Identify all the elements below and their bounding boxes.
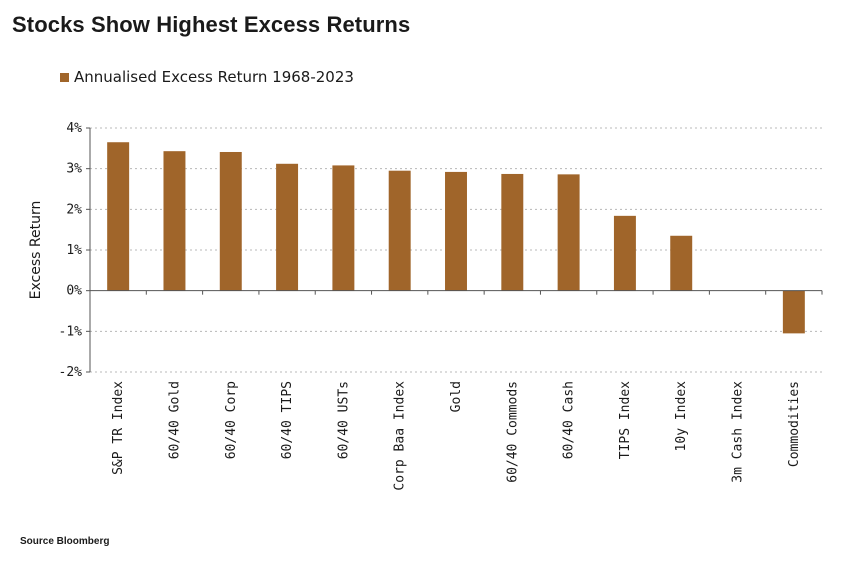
bar [445, 171, 467, 291]
y-tick-label: -1% [59, 324, 83, 339]
bars [107, 142, 805, 334]
legend-label: Annualised Excess Return 1968-2023 [74, 68, 354, 86]
y-tick-label: 1% [66, 243, 82, 258]
x-tick-label: 60/40 Gold [167, 381, 182, 459]
y-tick-label: 2% [66, 202, 82, 217]
x-tick-labels: S&P TR Index 60/40 Gold 60/40 Corp 60/40 TI… [111, 381, 802, 491]
y-tick-label: 3% [66, 162, 82, 177]
y-tick-label: -2% [59, 365, 83, 380]
bar [613, 215, 636, 291]
x-tick-label: 60/40 USTs [336, 381, 351, 459]
bar [557, 174, 580, 291]
x-tick-label: 60/40 TIPS [280, 381, 295, 459]
x-tick-label: TIPS Index [618, 381, 633, 459]
y-tick-label: 4% [66, 121, 82, 136]
axes [86, 127, 823, 373]
bar [219, 151, 242, 291]
legend: Annualised Excess Return 1968-2023 [60, 68, 354, 86]
legend-swatch [60, 72, 69, 82]
x-tick-label: Commodities [787, 381, 802, 467]
y-axis-title: Excess Return [28, 201, 44, 300]
y-tick-label: 0% [66, 284, 82, 299]
source-note: Source Bloomberg [20, 536, 110, 547]
x-tick-label: 10y Index [674, 381, 689, 452]
bar [163, 151, 186, 291]
x-tick-label: Corp Baa Index [393, 381, 408, 491]
x-tick-label: S&P TR Index [111, 381, 126, 475]
chart-title: Stocks Show Highest Excess Returns [12, 12, 411, 37]
bar [332, 165, 355, 291]
x-tick-label: 60/40 Commods [505, 381, 520, 483]
x-tick-label: 60/40 Cash [562, 381, 577, 459]
bar [782, 290, 805, 334]
bar [107, 142, 130, 291]
bar [388, 170, 411, 291]
bar [670, 235, 693, 291]
x-tick-label: 3m Cash Index [731, 381, 746, 483]
bar [501, 173, 524, 291]
y-tick-labels: 4% 3% 2% 1% 0% -1% -2% [59, 121, 83, 380]
bar [276, 163, 299, 291]
x-tick-label: 60/40 Corp [224, 381, 239, 459]
x-tick-label: Gold [449, 381, 464, 412]
